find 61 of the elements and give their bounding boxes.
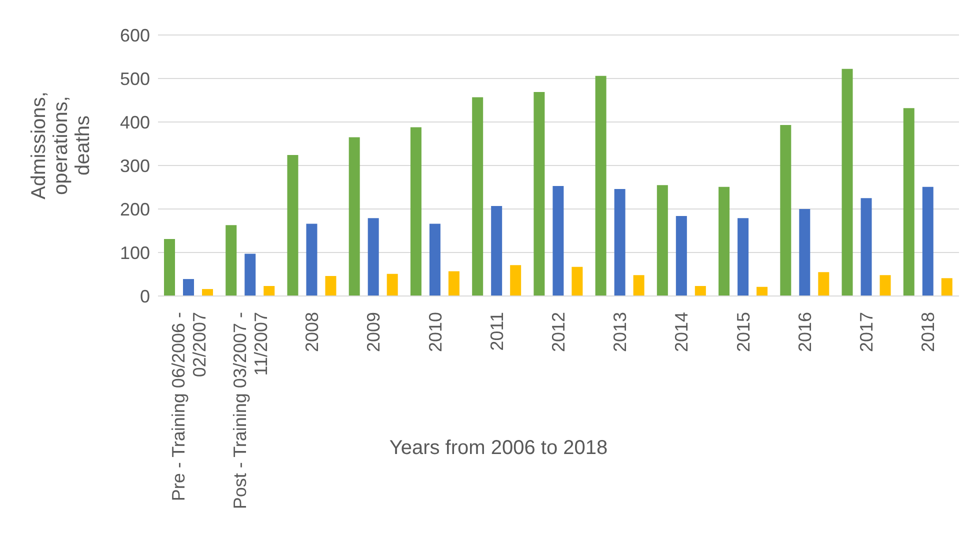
x-tick-label: 2011 [486,312,507,351]
bar [903,108,914,296]
bar [860,198,872,296]
bar [534,92,545,296]
bar [572,266,583,296]
bar [429,224,440,296]
bar [738,218,749,296]
bar [799,209,810,296]
y-tick-label: 400 [120,112,150,132]
bar [718,186,730,296]
x-tick-label: 2015 [733,312,754,352]
bar [552,186,564,296]
y-tick-label: 300 [120,156,150,176]
bar [694,286,706,296]
bar [510,265,522,296]
bar [676,216,687,296]
x-tick-label: 2017 [856,312,877,352]
x-tick-label: 2016 [794,312,815,352]
x-tick-label: 2014 [672,312,692,352]
x-tick-label: 2010 [425,312,446,352]
bar [448,271,460,296]
bar [306,224,318,296]
bar [491,206,502,296]
bar [202,289,213,296]
bar [818,272,830,296]
bar [164,239,175,296]
bar [922,186,934,296]
bar [595,76,606,296]
bar [368,218,379,296]
bar [244,254,256,296]
bar [226,225,237,296]
bar [656,185,668,296]
y-tick-label: 200 [120,199,150,220]
x-tick-label: 2013 [610,312,630,352]
bar [614,188,626,296]
bar [842,68,853,296]
bar [386,274,398,296]
y-tick-label: 0 [140,286,150,306]
y-axis-title: Admissions, operations, deaths [28,92,94,200]
bar [287,155,298,296]
y-tick-label: 600 [120,25,150,46]
bar [880,275,891,296]
bar [756,286,768,296]
x-axis-title: Years from 2006 to 2018 [389,437,608,459]
bar [183,279,194,296]
bar [348,137,360,296]
bar [472,97,484,296]
x-tick-label: Pre - Training 06/2006 - 02/2007 [168,312,210,502]
bar [780,125,792,296]
bar [264,286,275,296]
y-tick-label: 500 [120,68,150,89]
x-tick-label: Post - Training 03/2007 - 11/2007 [230,312,271,510]
x-tick-label: 2008 [302,312,322,352]
x-tick-label: 2018 [918,312,938,352]
bar [633,275,644,296]
bar [941,278,952,296]
bar [325,276,336,296]
x-tick-label: 2012 [548,312,568,352]
y-tick-label: 100 [120,242,150,263]
bar [410,127,422,296]
x-tick-label: 2009 [364,312,384,352]
